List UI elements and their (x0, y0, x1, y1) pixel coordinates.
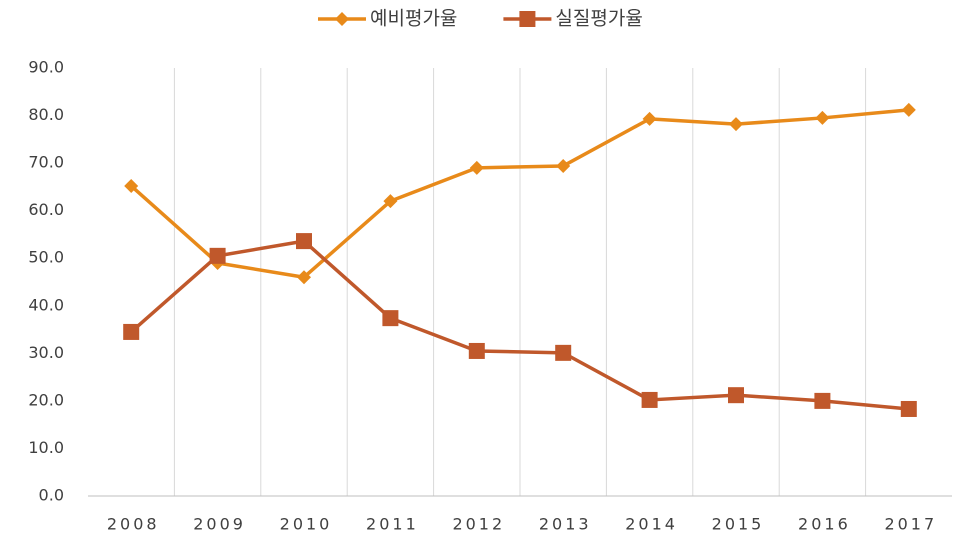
legend-marker (335, 12, 349, 26)
data-point (729, 117, 743, 132)
series-line (130, 108, 909, 279)
y-tick-label: 30.0 (28, 343, 64, 362)
series-line (130, 239, 909, 411)
data-point (469, 160, 484, 175)
data-point (814, 392, 831, 409)
legend-label: 실질평가율 (555, 8, 642, 30)
y-tick-label: 60.0 (28, 200, 64, 219)
x-tick-label: 2013 (539, 515, 592, 534)
y-tick-label: 80.0 (28, 105, 64, 124)
y-tick-label: 20.0 (28, 390, 64, 409)
data-point (815, 110, 830, 125)
data-point (641, 391, 658, 408)
data-point (468, 342, 485, 359)
data-point (124, 178, 139, 193)
x-tick-label: 2016 (798, 515, 851, 534)
data-point (296, 233, 312, 250)
y-tick-label: 90.0 (28, 58, 64, 77)
data-point (642, 111, 657, 126)
y-tick-label: 70.0 (28, 153, 64, 172)
y-tick-label: 40.0 (28, 295, 64, 314)
data-point (383, 194, 398, 209)
x-tick-label: 2017 (884, 515, 937, 534)
data-point (297, 270, 311, 285)
legend-marker (519, 11, 536, 27)
x-tick-label: 2011 (366, 515, 419, 534)
x-tick-label: 2010 (280, 515, 333, 534)
y-tick-label: 10.0 (28, 438, 64, 457)
data-point (900, 400, 917, 417)
x-tick-label: 2012 (452, 515, 505, 534)
y-tick-label: 50.0 (28, 248, 64, 267)
data-point (555, 344, 572, 361)
data-point (123, 323, 140, 340)
data-point (382, 310, 399, 327)
legend-label: 예비평가율 (370, 8, 457, 30)
data-point (901, 102, 916, 117)
x-tick-label: 2014 (625, 515, 678, 534)
x-tick-label: 2009 (193, 515, 246, 534)
data-point (728, 387, 744, 404)
x-tick-label: 2015 (712, 515, 765, 534)
x-tick-label: 2008 (107, 515, 160, 534)
data-point (209, 247, 226, 264)
y-tick-label: 0.0 (39, 486, 64, 505)
data-point (556, 158, 571, 173)
